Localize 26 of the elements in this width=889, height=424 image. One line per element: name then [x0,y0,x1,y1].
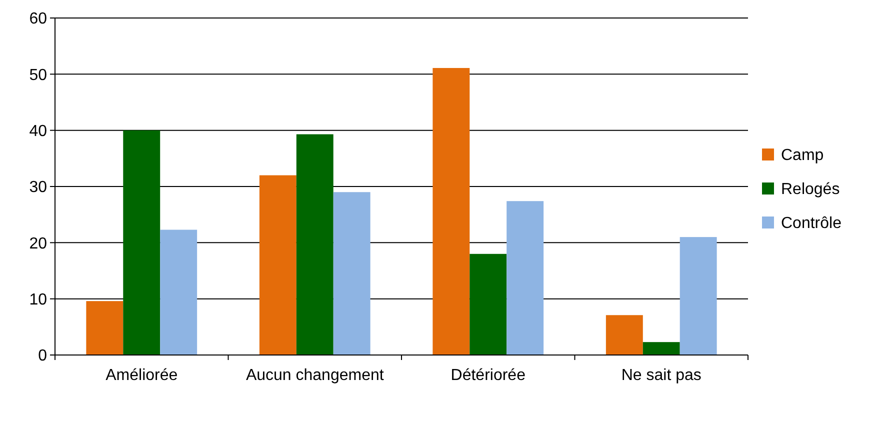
legend-label: Contrôle [781,215,842,232]
bar [506,201,544,355]
bar [333,192,370,355]
bar [86,301,124,355]
y-tick-label: 0 [38,348,48,365]
bar [680,237,717,355]
y-tick-label: 60 [29,10,48,28]
y-tick-label: 10 [29,291,48,308]
legend-label: Camp [781,147,824,164]
bar [642,342,680,355]
bar [432,68,470,355]
bar [470,254,507,355]
bar [160,230,198,355]
x-tick-label: Détériorée [450,367,526,384]
bar [259,175,296,355]
x-tick-label: Ne sait pas [621,367,702,384]
y-tick-label: 50 [29,66,48,84]
x-tick-label: Aucun changement [246,367,384,384]
y-tick-label: 40 [29,122,48,140]
y-tick-label: 30 [29,179,48,196]
x-tick-label: Améliorée [106,367,178,384]
y-tick-label: 20 [29,235,48,252]
bar [296,134,334,355]
bar [123,130,160,355]
legend-label: Relogés [781,181,840,198]
bar [606,315,643,355]
